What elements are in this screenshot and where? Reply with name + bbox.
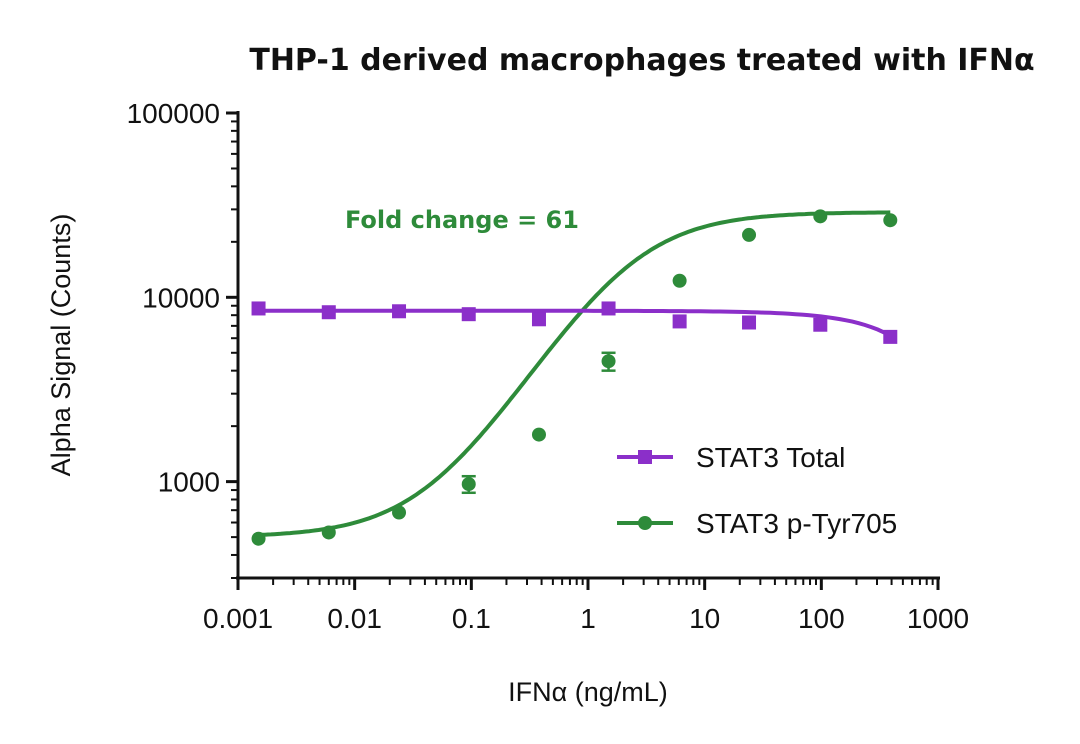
data-point-stat3-total	[531, 312, 546, 327]
fit-curves	[258, 210, 892, 537]
y-tick-label: 100000	[127, 98, 220, 129]
legend-entry-stat3-p-tyr705: STAT3 p-Tyr705	[617, 508, 897, 539]
data-point-stat3-total	[461, 307, 476, 322]
x-tick-label: 0.01	[327, 603, 382, 634]
data-point-stat3-total	[742, 315, 757, 330]
x-tick-label: 0.001	[203, 603, 273, 634]
data-point-stat3-p-tyr705	[392, 505, 407, 520]
y-axis: 1000 10000 100000	[127, 98, 240, 580]
data-point-stat3-p-tyr705	[251, 531, 266, 546]
data-points	[251, 209, 898, 546]
legend-label: STAT3 p-Tyr705	[696, 508, 897, 539]
x-tick-label: 1000	[907, 603, 969, 634]
data-point-stat3-p-tyr705	[601, 354, 616, 369]
x-axis: 0.001 0.01 0.1 1 10 100 1000	[203, 576, 969, 634]
data-point-stat3-p-tyr705	[813, 209, 828, 224]
data-point-stat3-total	[672, 314, 687, 329]
data-point-stat3-p-tyr705	[531, 427, 546, 442]
data-point-stat3-p-tyr705	[321, 525, 336, 540]
data-point-stat3-total	[883, 329, 898, 344]
data-point-stat3-total	[321, 305, 336, 320]
x-tick-label: 0.1	[452, 603, 491, 634]
legend-entry-stat3-total: STAT3 Total	[617, 442, 845, 473]
data-point-stat3-p-tyr705	[461, 477, 476, 492]
fit-curve-stat3-p-tyr705	[258, 210, 891, 537]
y-axis-label: Alpha Signal (Counts)	[46, 214, 76, 477]
legend-marker-circle	[638, 516, 652, 530]
x-tick-label: 10	[689, 603, 720, 634]
y-tick-label: 1000	[158, 467, 220, 498]
error-bars	[461, 351, 616, 495]
data-point-stat3-total	[601, 301, 616, 316]
data-point-stat3-total	[813, 317, 828, 332]
legend-label: STAT3 Total	[696, 442, 845, 473]
data-point-stat3-p-tyr705	[742, 227, 757, 242]
data-point-stat3-total	[392, 304, 407, 319]
x-tick-label: 100	[798, 603, 845, 634]
x-axis-label: IFNα (ng/mL)	[508, 677, 668, 707]
legend: STAT3 Total STAT3 p-Tyr705	[617, 442, 897, 539]
chart-title: THP-1 derived macrophages treated with I…	[249, 43, 1034, 78]
data-point-stat3-total	[251, 301, 266, 316]
fit-curve-stat3-total	[258, 308, 892, 338]
data-point-stat3-p-tyr705	[672, 273, 687, 288]
y-tick-label: 10000	[142, 282, 220, 313]
fold-change-annotation: Fold change = 61	[345, 206, 579, 234]
x-tick-label: 1	[580, 603, 596, 634]
legend-marker-square	[638, 450, 652, 464]
data-point-stat3-p-tyr705	[883, 213, 898, 228]
